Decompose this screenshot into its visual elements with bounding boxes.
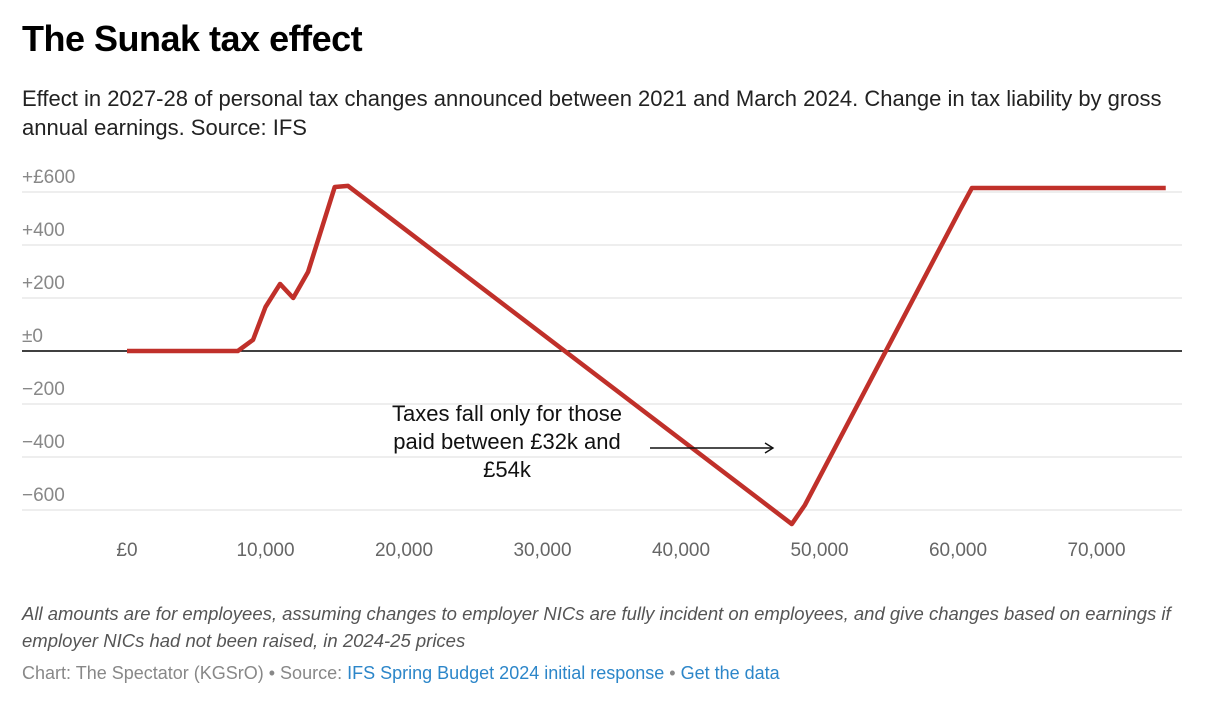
- get-data-link[interactable]: Get the data: [680, 663, 780, 683]
- series-line: [127, 183, 1166, 527]
- y-tick-label: +400: [22, 220, 65, 241]
- x-tick-label: 60,000: [929, 540, 987, 561]
- x-tick-label: 40,000: [652, 540, 710, 561]
- credit-text: Chart: The Spectator (KGSrO) • Source:: [22, 663, 348, 683]
- y-tick-label: +200: [22, 273, 65, 294]
- annotation-text: £54k: [483, 457, 532, 482]
- x-tick-label: 20,000: [375, 540, 433, 561]
- source-link[interactable]: IFS Spring Budget 2024 initial response: [347, 663, 665, 683]
- annotation-text: Taxes fall only for those: [392, 401, 622, 426]
- x-tick-label: 10,000: [236, 540, 294, 561]
- chart-title: The Sunak tax effect: [22, 18, 363, 59]
- chart-subtitle: Effect in 2027-28 of personal tax change…: [22, 86, 1162, 140]
- y-tick-label: −200: [22, 379, 65, 400]
- chart-footer: Chart: The Spectator (KGSrO) • Source: I…: [22, 663, 780, 684]
- chart-notes: All amounts are for employees, assuming …: [22, 603, 1171, 651]
- y-tick-label: +£600: [22, 167, 75, 188]
- annotation-text: paid between £32k and: [393, 429, 621, 454]
- separator: •: [664, 663, 681, 683]
- y-tick-label: −400: [22, 432, 65, 453]
- x-tick-label: 50,000: [790, 540, 848, 561]
- x-tick-label: 70,000: [1067, 540, 1125, 561]
- x-tick-label: 30,000: [513, 540, 571, 561]
- arrow-head-icon: [764, 442, 775, 454]
- line-chart: +£600 +400 +200 ±0 −200 −400 −600 £0 10,000 20,00…: [22, 167, 1182, 561]
- x-tick-label: £0: [116, 540, 137, 561]
- y-tick-label: −600: [22, 485, 65, 506]
- y-tick-label: ±0: [22, 326, 43, 347]
